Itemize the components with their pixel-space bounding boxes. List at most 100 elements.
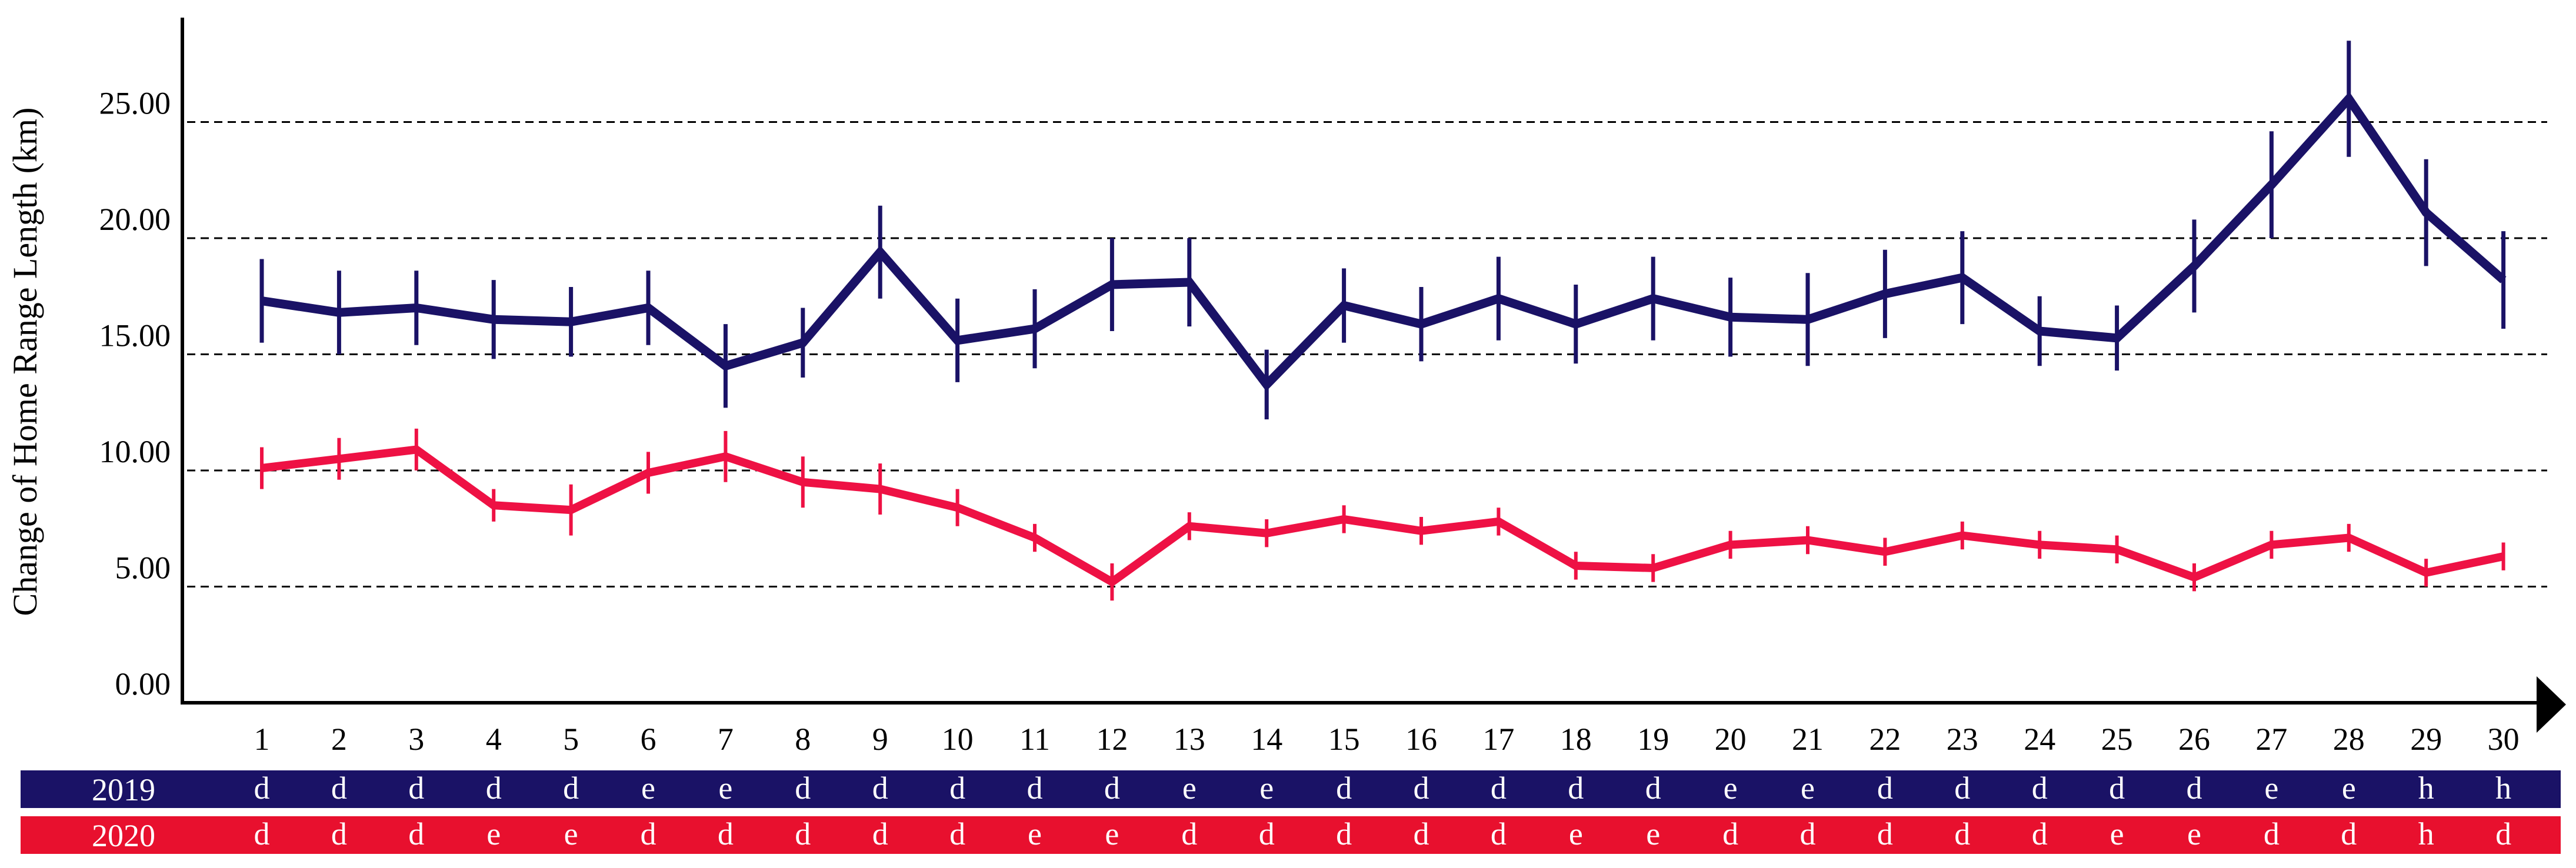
band-letter: d [2341,816,2357,852]
x-tick-label: 26 [2178,722,2210,757]
x-tick-label: 11 [1019,722,1050,757]
y-tick-label: 25.00 [99,86,171,121]
y-tick-labels: 0.00 5.00 10.00 15.00 20.00 25.00 [99,86,171,702]
band-letter: d [254,770,270,806]
band-letter: d [1336,816,1352,852]
band-bar [21,816,2561,854]
band-letter: d [1954,770,1970,806]
band-letter: d [1336,770,1352,806]
band-letter: d [254,816,270,852]
band-letter: d [2264,816,2280,852]
x-tick-label: 10 [942,722,974,757]
band-year-label: 2019 [92,772,155,807]
band-letter: d [1491,770,1507,806]
band-letter: d [2495,816,2511,852]
band-letter: e [1569,816,1583,852]
band-letter: d [1722,816,1738,852]
x-tick-label: 7 [718,722,734,757]
series-line [261,91,2507,392]
x-tick-label: 15 [1328,722,1360,757]
x-tick-label: 3 [408,722,424,757]
band-letter: d [949,816,965,852]
x-tick-label: 18 [1560,722,1592,757]
x-tick-label: 27 [2255,722,2287,757]
x-tick-label: 13 [1174,722,1205,757]
band-letter: e [1801,770,1815,806]
band-letter: e [1028,816,1042,852]
band-letter: e [1724,770,1738,806]
band-letter: e [2342,770,2356,806]
band-letter: d [795,816,811,852]
x-tick-label: 21 [1792,722,1824,757]
band-letter: d [795,770,811,806]
band-letter: d [1491,816,1507,852]
band-letter: d [408,770,424,806]
band-letter: d [1800,816,1816,852]
band-letter: d [331,770,347,806]
band-letter: d [1877,816,1893,852]
band-letter: d [872,770,888,806]
band-letter: h [2418,770,2434,806]
y-tick-label: 20.00 [99,202,171,237]
x-tick-label: 16 [1405,722,1437,757]
band-letter: e [1105,816,1119,852]
band-letter: e [1182,770,1197,806]
series-line [261,445,2505,587]
y-tick-label: 10.00 [99,434,171,469]
x-tick-label: 25 [2101,722,2133,757]
band-letter: d [2032,770,2048,806]
x-tick-label: 30 [2488,722,2520,757]
x-tick-label: 19 [1637,722,1669,757]
x-tick-label: 2 [331,722,347,757]
band-letter: e [2110,816,2124,852]
band-letter: e [2187,816,2201,852]
x-tick-label: 29 [2410,722,2442,757]
x-tick-label: 5 [563,722,579,757]
band-letter: h [2418,816,2434,852]
x-tick-label: 12 [1096,722,1128,757]
grid-lines [187,121,2547,587]
band-letter: d [486,770,502,806]
series [259,41,2507,601]
y-axis-title: Change of Home Range Length (km) [6,108,44,616]
band-letter: d [1414,816,1429,852]
band-letter: d [949,770,965,806]
band-letter: e [1259,770,1274,806]
band-letter: d [872,816,888,852]
y-tick-label: 5.00 [115,550,171,586]
band-letter: d [563,770,579,806]
y-tick-label: 15.00 [99,318,171,353]
band-letter: e [2264,770,2278,806]
band-letter: d [641,816,657,852]
band-letter: d [1027,770,1043,806]
band-bar [21,770,2561,808]
x-tick-label: 22 [1869,722,1901,757]
x-tick-label: 14 [1251,722,1282,757]
band-letter: d [2032,816,2048,852]
band-letter: d [718,816,734,852]
x-tick-label: 6 [641,722,657,757]
x-tick-label: 23 [1947,722,1978,757]
band-letter: d [1181,816,1197,852]
band-letter: d [1414,770,1429,806]
x-tick-label: 20 [1715,722,1747,757]
y-tick-label: 0.00 [115,666,171,702]
band-letter: e [641,770,655,806]
series-2020 [260,428,2505,601]
x-tick-label: 17 [1482,722,1514,757]
band-letter: d [408,816,424,852]
band-letter: d [2109,770,2125,806]
band-letter: d [1259,816,1275,852]
band-year-label: 2020 [92,818,155,853]
axes [181,18,2566,733]
band-letter: d [1954,816,1970,852]
band-letter: d [2187,770,2202,806]
x-axis-arrow [2537,676,2566,733]
series-2019 [259,41,2507,420]
x-tick-label: 9 [872,722,888,757]
x-tick-label: 8 [795,722,811,757]
band-letter: d [1877,770,1893,806]
band-letter: h [2495,770,2511,806]
